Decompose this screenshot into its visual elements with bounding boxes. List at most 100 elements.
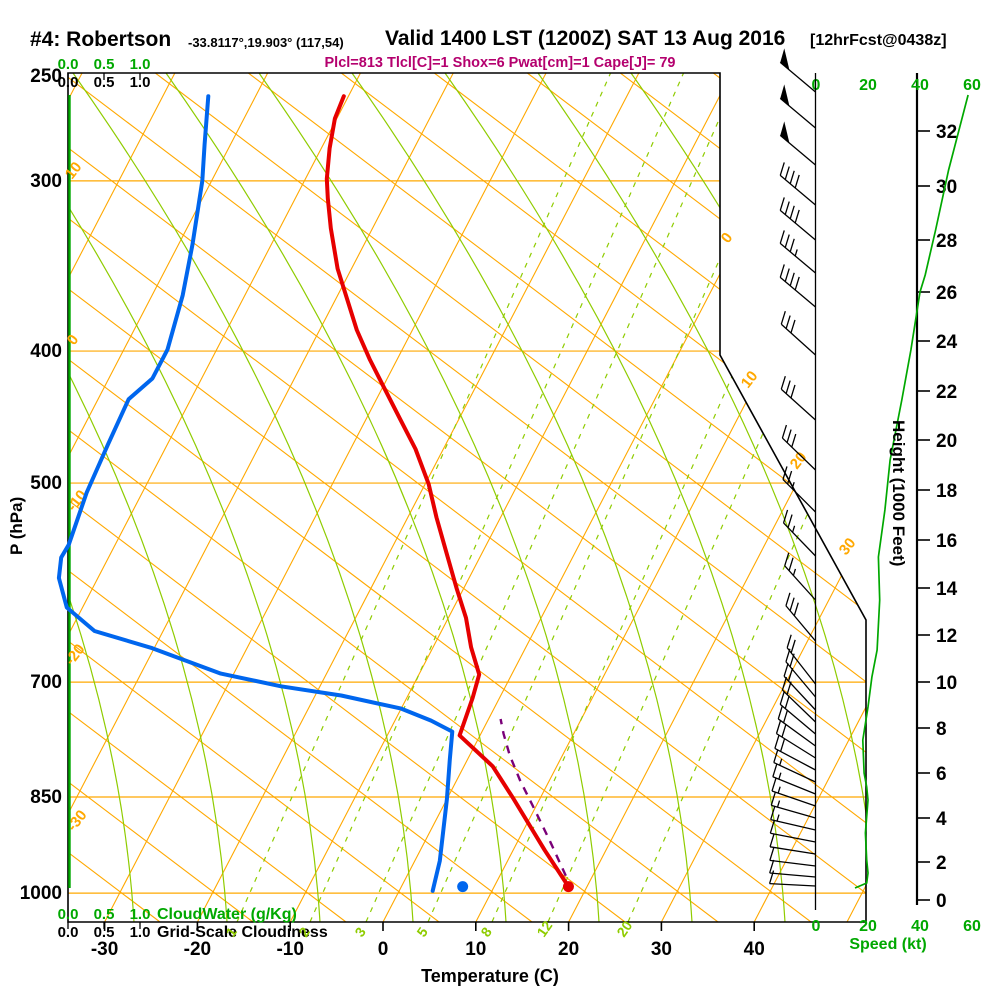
forecast-info: [12hrFcst@0438z] [810, 32, 947, 49]
moist-adiabat-line [68, 73, 135, 922]
height-tick-label: 12 [936, 626, 957, 647]
speed-bottom-label: 20 [859, 918, 877, 935]
wind-barb-full-tick [769, 847, 775, 861]
wind-barb-full-tick [794, 276, 800, 291]
wind-barb-half-tick [791, 525, 796, 533]
dry-adiabat-line [247, 73, 866, 922]
wind-barb-stem [786, 647, 817, 685]
height-tick-label: 8 [936, 719, 947, 740]
wind-barb-full-tick [774, 735, 780, 749]
sounding-parameters: Plcl=813 Tlcl[C]=1 Shox=6 Pwat[cm]=1 Cap… [324, 55, 676, 71]
cloudiness-axis-label: Grid-Scale Cloudiness [157, 924, 328, 941]
isotherm-line [753, 73, 866, 922]
cloudiness-top-label: 0.5 [94, 74, 115, 91]
cloudwater-top-label: 1.0 [130, 56, 151, 73]
isotherm-gridlines [68, 73, 866, 922]
temperature-axis-title: Temperature (C) [421, 966, 559, 986]
height-tick-label: 0 [936, 891, 947, 912]
moist-adiabat-line [351, 73, 693, 922]
temperature-tick-label: 0 [378, 939, 389, 960]
surface-temperature-dot [562, 881, 574, 893]
wind-barb-stem [779, 276, 816, 308]
height-tick-label: 30 [936, 177, 957, 198]
height-tick-label: 32 [936, 122, 957, 143]
wind-barb-full-tick [781, 424, 788, 439]
wind-barb-full-tick [794, 174, 800, 189]
wind-barb-full-tick [789, 272, 795, 286]
isotherm-edge-label: 10 [62, 159, 86, 183]
dry-adiabat-line [68, 73, 533, 922]
wind-barb-stem [771, 804, 816, 819]
dry-adiabat-line [68, 73, 866, 922]
mixing-ratio-line [427, 73, 803, 922]
isotherm-edge-label: 30 [836, 535, 860, 559]
pressure-tick-label: 250 [30, 66, 62, 87]
wind-barb-full-tick [789, 170, 795, 184]
valid-time: Valid 1400 LST (1200Z) SAT 13 Aug 2016 [385, 27, 786, 50]
wind-barb-half-tick [778, 772, 782, 780]
cloud-scales: 0.00.00.00.00.50.50.50.51.01.01.01.0Clou… [58, 56, 328, 941]
wind-barb-full-tick [784, 695, 790, 709]
wind-barb-flag [780, 48, 790, 71]
mixing-ratio-label: 8 [477, 924, 495, 940]
wind-barb-full-tick [786, 470, 793, 485]
cloudiness-top-label: 0.0 [58, 74, 79, 91]
mixing-ratio-line [236, 73, 612, 922]
wind-barb-stem [769, 846, 816, 855]
isobar-gridlines [68, 180, 866, 894]
wind-barb-full-tick [782, 466, 788, 480]
wind-barb-stem [785, 661, 816, 698]
wind-barb-full-tick [782, 509, 789, 524]
moist-adiabat-line [630, 73, 866, 922]
dry-adiabat-line [68, 73, 719, 922]
cloudiness-bottom-label: 0.5 [94, 924, 115, 941]
wind-barb-full-tick [782, 709, 789, 723]
wind-barb-full-tick [779, 197, 785, 211]
wind-barb-stem [779, 134, 816, 166]
temperature-tick-label: -20 [184, 939, 211, 960]
height-tick-label: 14 [936, 579, 958, 600]
wind-barb-full-tick [791, 433, 797, 448]
moist-adiabat-line [723, 73, 866, 922]
wind-barb-half-tick [776, 814, 780, 822]
isotherm-line [289, 73, 733, 922]
speed-bottom-label: 0 [812, 918, 821, 935]
wind-barb-full-tick [790, 384, 796, 399]
pressure-tick-label: 1000 [20, 883, 62, 904]
wind-barb-full-tick [787, 667, 794, 682]
wind-barb-stem [785, 605, 816, 642]
wind-barb-full-tick [779, 162, 785, 176]
wind-barb-stem [777, 718, 816, 747]
temperature-tick-label: 40 [744, 939, 765, 960]
station-title: #4: Robertson [30, 28, 172, 51]
wind-barb-full-tick [772, 763, 778, 777]
mixing-ratio-label: 20 [613, 918, 635, 940]
wind-barb-full-tick [784, 166, 790, 180]
moist-adiabat-line [68, 73, 228, 922]
speed-top-label: 60 [963, 77, 981, 94]
height-tick-label: 18 [936, 481, 957, 502]
dry-adiabat-line [68, 73, 812, 922]
dry-adiabat-line [68, 73, 626, 922]
pressure-tick-label: 400 [30, 341, 62, 362]
temperature-ticks: -30 -20 -10 0 10 20 30 40 [91, 922, 765, 960]
wind-barb-full-tick [789, 238, 795, 252]
height-tick-label: 6 [936, 764, 947, 785]
dry-adiabat-line [68, 73, 347, 922]
mixing-ratio-label: 3 [351, 924, 369, 940]
wind-barb-stem [770, 832, 816, 843]
dewpoint-curve [56, 94, 455, 893]
moist-adiabat-line [68, 73, 321, 922]
wind-barb-full-tick [790, 639, 796, 654]
wind-barb-full-tick [783, 663, 789, 677]
cloudiness-bottom-label: 0.0 [58, 924, 79, 941]
temperature-curve [324, 94, 571, 889]
wind-barb-full-tick [781, 723, 787, 738]
isotherm-line [475, 73, 866, 922]
dry-adiabat-line [526, 73, 866, 922]
plot-frame [67, 72, 867, 923]
wind-barb-full-tick [787, 514, 793, 528]
background-grid [68, 73, 866, 922]
dry-adiabat-line [340, 73, 866, 922]
